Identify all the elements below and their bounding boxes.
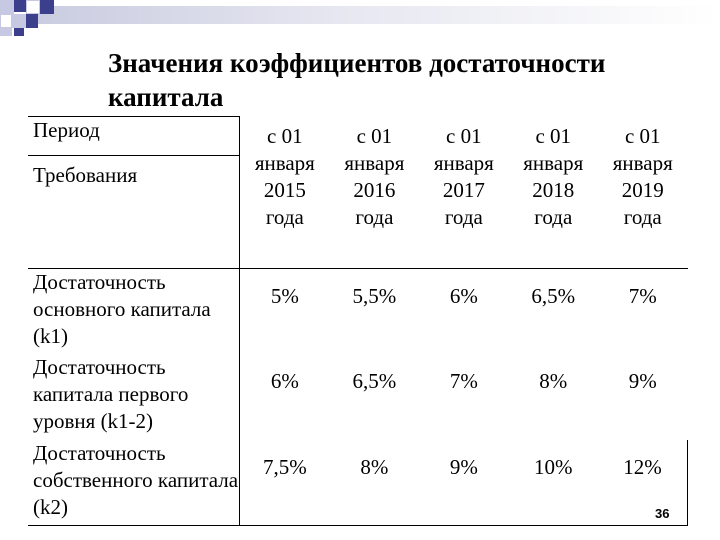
column-header-line: 2019	[621, 177, 664, 202]
column-header-line: января	[523, 150, 584, 175]
header-period-cell: Период	[28, 116, 240, 156]
value-cell: 5%	[239, 268, 330, 355]
value-cell: 10%	[508, 439, 598, 526]
value-cell: 9%	[419, 439, 509, 526]
page-number: 36	[655, 506, 670, 521]
row-label-k1: Достаточность основного капитала (k1)	[28, 268, 240, 355]
column-header-line: января	[254, 150, 315, 175]
column-header-line: с 01	[356, 123, 393, 148]
column-header-line: января	[433, 150, 494, 175]
value-cell: 7,5%	[239, 439, 330, 526]
column-header-line: 2018	[532, 177, 575, 202]
header-gradient-band	[26, 6, 720, 24]
column-header-2017: с 01 января 2017 года	[419, 117, 508, 269]
column-header-2016: с 01 января 2016 года	[330, 117, 419, 269]
row-label-k2: Достаточность собственного капитала (k2)	[28, 439, 240, 526]
decor-square	[14, 28, 24, 36]
value-cell: 7%	[598, 268, 688, 355]
decor-square	[14, 0, 26, 12]
decorative-header-bar	[0, 0, 720, 36]
value-cell: 6%	[270, 369, 299, 394]
value-cell: 8%	[539, 369, 568, 394]
table-row: Достаточность капитала первого уровня (k…	[28, 354, 688, 440]
column-header-line: с 01	[535, 123, 572, 148]
column-header-line: года	[534, 204, 573, 229]
decor-square	[12, 14, 26, 28]
column-header-line: года	[355, 204, 394, 229]
header-period-label: Период	[33, 118, 100, 142]
table-header-row: Период с 01 января 2015 года с 01 января…	[28, 116, 688, 229]
value-cell: 9%	[628, 369, 657, 394]
column-header-line: 2015	[263, 177, 306, 202]
column-header-line: января	[344, 150, 405, 175]
column-header-line: 2016	[353, 177, 396, 202]
column-header-line: года	[444, 204, 483, 229]
decor-square	[0, 28, 12, 36]
column-header-line: года	[623, 204, 662, 229]
column-header-2018: с 01 января 2018 года	[509, 117, 598, 269]
table-row: Достаточность основного капитала (k1) 5%…	[28, 268, 688, 355]
table-header-row-2: Требования	[28, 155, 688, 269]
value-cell: 7%	[449, 369, 478, 394]
column-header-line: с 01	[624, 123, 661, 148]
value-cell: 12%	[598, 439, 688, 526]
decor-square	[40, 0, 54, 14]
header-requirements-cell: Требования	[28, 155, 240, 269]
capital-adequacy-table: Период с 01 января 2015 года с 01 января…	[28, 116, 688, 526]
decor-square	[0, 14, 12, 28]
decor-square	[26, 0, 40, 14]
value-cell: 8%	[329, 439, 420, 526]
row-label-k1-2: Достаточность капитала первого уровня (k…	[28, 354, 240, 440]
table-row: Достаточность собственного капитала (k2)…	[28, 439, 688, 526]
header-requirements-label: Требования	[33, 163, 138, 187]
column-header-line: января	[612, 150, 673, 175]
value-cell: 6,5%	[508, 268, 598, 355]
column-header-2015: с 01 января 2015 года	[240, 117, 330, 269]
decor-square	[0, 0, 14, 14]
decor-square	[26, 14, 38, 28]
column-header-2019: с 01 января 2019 года	[598, 117, 688, 269]
column-header-line: с 01	[267, 123, 303, 148]
page-title: Значения коэффициентов достаточности кап…	[108, 48, 606, 112]
value-cell: 6,5%	[352, 369, 397, 394]
value-cell: 5,5%	[329, 268, 420, 355]
column-header-line: года	[265, 204, 304, 229]
column-header-line: 2017	[442, 177, 485, 202]
column-header-line: с 01	[446, 123, 482, 148]
value-cell: 6%	[419, 268, 509, 355]
